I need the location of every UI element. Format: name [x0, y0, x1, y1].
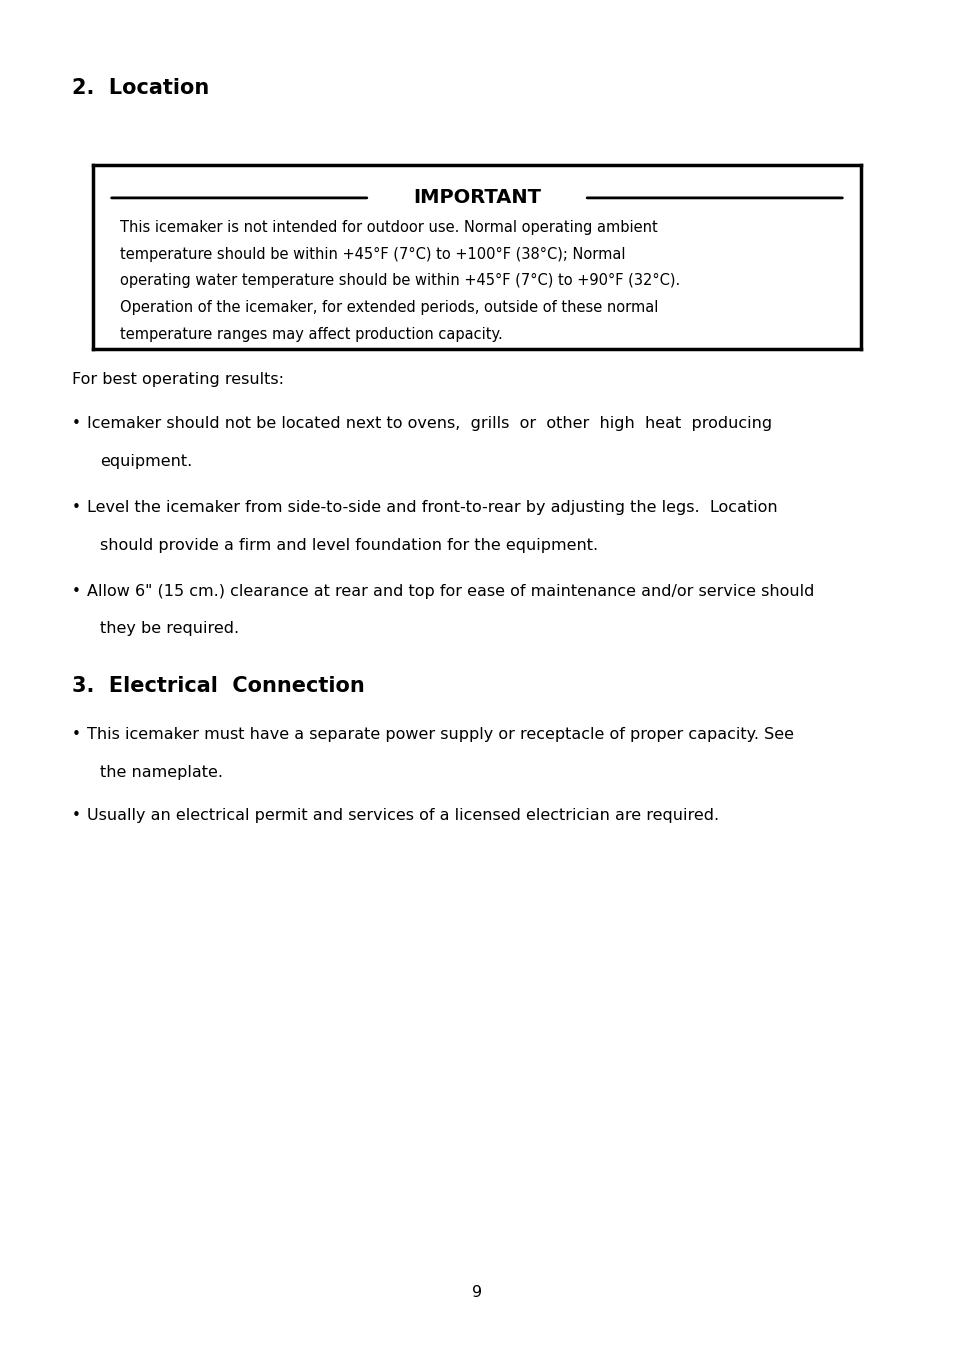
Text: •: •: [71, 584, 80, 598]
Text: they be required.: they be required.: [100, 621, 239, 636]
Text: 2.  Location: 2. Location: [71, 78, 209, 99]
Text: Operation of the icemaker, for extended periods, outside of these normal: Operation of the icemaker, for extended …: [120, 300, 658, 315]
Text: 3.  Electrical  Connection: 3. Electrical Connection: [71, 676, 364, 696]
Text: •: •: [71, 416, 80, 431]
Text: should provide a firm and level foundation for the equipment.: should provide a firm and level foundati…: [100, 538, 598, 553]
Text: 9: 9: [472, 1285, 481, 1300]
Text: operating water temperature should be within +45°F (7°C) to +90°F (32°C).: operating water temperature should be wi…: [120, 273, 679, 288]
Text: This icemaker must have a separate power supply or receptacle of proper capacity: This icemaker must have a separate power…: [87, 727, 793, 742]
Text: temperature should be within +45°F (7°C) to +100°F (38°C); Normal: temperature should be within +45°F (7°C)…: [120, 247, 625, 262]
Text: Icemaker should not be located next to ovens,  grills  or  other  high  heat  pr: Icemaker should not be located next to o…: [87, 416, 771, 431]
Text: This icemaker is not intended for outdoor use. Normal operating ambient: This icemaker is not intended for outdoo…: [120, 220, 658, 235]
Text: IMPORTANT: IMPORTANT: [413, 188, 540, 208]
Text: equipment.: equipment.: [100, 454, 193, 469]
Text: Allow 6" (15 cm.) clearance at rear and top for ease of maintenance and/or servi: Allow 6" (15 cm.) clearance at rear and …: [87, 584, 813, 598]
Text: •: •: [71, 808, 80, 823]
Text: Usually an electrical permit and services of a licensed electrician are required: Usually an electrical permit and service…: [87, 808, 719, 823]
Text: the nameplate.: the nameplate.: [100, 765, 223, 780]
Text: Level the icemaker from side-to-side and front-to-rear by adjusting the legs.  L: Level the icemaker from side-to-side and…: [87, 500, 777, 515]
Text: •: •: [71, 500, 80, 515]
Text: temperature ranges may affect production capacity.: temperature ranges may affect production…: [120, 327, 502, 342]
Text: For best operating results:: For best operating results:: [71, 372, 283, 386]
Text: •: •: [71, 727, 80, 742]
